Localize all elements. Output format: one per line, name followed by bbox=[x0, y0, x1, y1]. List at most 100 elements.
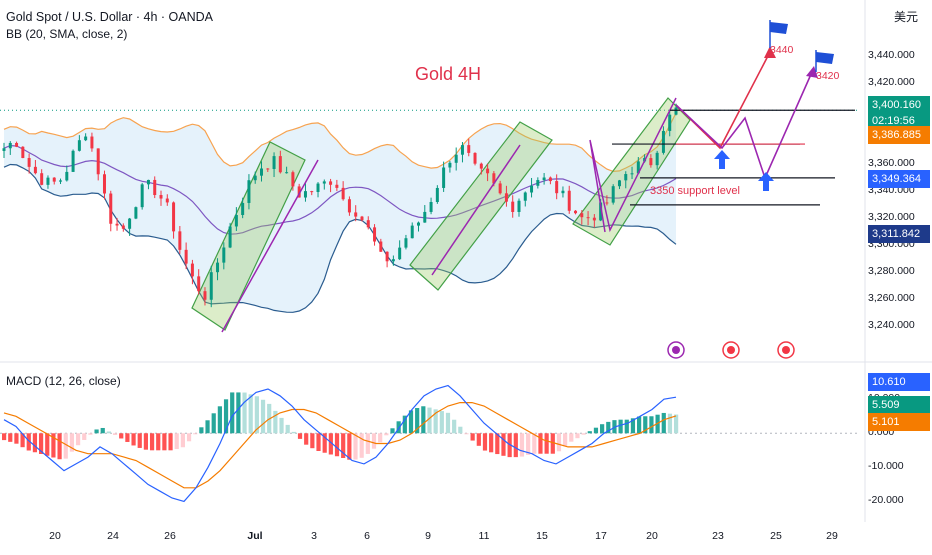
date-tick-label: 3 bbox=[311, 530, 317, 542]
bb-upper-tag: 3,386.885 bbox=[868, 126, 930, 144]
histogram-bar bbox=[310, 433, 315, 449]
histogram-bar bbox=[526, 433, 531, 455]
candle-body bbox=[272, 156, 276, 169]
histogram-bar bbox=[433, 409, 438, 434]
histogram-bar bbox=[458, 426, 463, 434]
histogram-bar bbox=[495, 433, 500, 455]
histogram-bar bbox=[57, 433, 62, 460]
trend-arrow bbox=[431, 144, 521, 276]
bb-indicator-label[interactable]: BB (20, SMA, close, 2) bbox=[6, 27, 128, 41]
histogram-bar bbox=[322, 433, 327, 453]
candle-body bbox=[523, 192, 527, 201]
histogram-bar bbox=[476, 433, 481, 446]
candle-body bbox=[310, 191, 314, 193]
histogram-bar bbox=[501, 433, 506, 456]
candle-body bbox=[555, 181, 559, 194]
date-tick-label: 15 bbox=[536, 530, 548, 542]
candle-body bbox=[530, 185, 534, 193]
histogram-bar bbox=[45, 433, 50, 456]
histogram-bar bbox=[464, 433, 469, 435]
candle-body bbox=[209, 272, 213, 300]
histogram-bar bbox=[347, 433, 352, 460]
date-tick-label: 9 bbox=[425, 530, 431, 542]
candle-body bbox=[241, 202, 245, 215]
histogram-bar bbox=[32, 433, 38, 453]
date-tick-label: 20 bbox=[646, 530, 658, 542]
bb-lower-tag: 3,311.842 bbox=[868, 225, 930, 243]
trend-arrow bbox=[221, 159, 319, 333]
candle-body bbox=[548, 177, 552, 182]
histogram-bar bbox=[341, 433, 346, 458]
histogram-value-tag: 5.509 bbox=[868, 396, 930, 414]
candle-body bbox=[234, 214, 238, 227]
candle-body bbox=[423, 211, 427, 223]
candle-body bbox=[15, 142, 19, 147]
histogram-bar bbox=[143, 433, 148, 450]
histogram-bar bbox=[334, 433, 340, 457]
event-icon-dot bbox=[727, 346, 735, 354]
candle-body bbox=[172, 202, 176, 232]
histogram-bar bbox=[482, 433, 488, 451]
histogram-bar bbox=[513, 433, 518, 458]
histogram-bar bbox=[489, 433, 494, 453]
histogram-bar bbox=[390, 428, 395, 434]
candle-body bbox=[115, 223, 119, 226]
symbol-title[interactable]: Gold Spot / U.S. Dollar · 4h · OANDA bbox=[6, 10, 214, 24]
trend-arrow bbox=[589, 97, 677, 233]
candle-body bbox=[222, 247, 226, 263]
candle-body bbox=[636, 161, 640, 174]
candle-body bbox=[109, 193, 113, 224]
price-tick-label: 3,360.000 bbox=[868, 157, 915, 170]
date-tick-label: 6 bbox=[364, 530, 370, 542]
candle-body bbox=[90, 136, 94, 149]
candle-body bbox=[605, 202, 609, 204]
histogram-bar bbox=[427, 407, 432, 434]
histogram-bar bbox=[14, 433, 19, 444]
candle-body bbox=[429, 201, 433, 212]
candle-body bbox=[580, 213, 584, 218]
candle-body bbox=[611, 186, 615, 203]
histogram-bar bbox=[569, 433, 574, 442]
histogram-bar bbox=[304, 433, 309, 445]
histogram-bar bbox=[273, 410, 278, 434]
candle-body bbox=[668, 114, 672, 131]
candle-body bbox=[448, 162, 452, 168]
histogram-bar bbox=[661, 412, 666, 434]
candle-body bbox=[442, 167, 446, 188]
date-tick-label: 23 bbox=[712, 530, 724, 542]
candle-body bbox=[316, 183, 320, 192]
histogram-bar bbox=[254, 396, 259, 434]
currency-label[interactable]: 美元 bbox=[893, 10, 918, 24]
macd-indicator-label[interactable]: MACD (12, 26, close) bbox=[6, 374, 121, 388]
candle-body bbox=[517, 200, 521, 212]
candle-body bbox=[347, 199, 351, 213]
candle-body bbox=[303, 191, 307, 198]
candle-body bbox=[410, 225, 414, 239]
candle-body bbox=[184, 249, 188, 264]
candle-body bbox=[128, 218, 132, 229]
event-icon-dot bbox=[782, 346, 790, 354]
histogram-bar bbox=[88, 433, 93, 435]
bb-basis-tag: 3,349.364 bbox=[868, 170, 930, 188]
histogram-bar bbox=[637, 416, 642, 434]
bb-basis-line bbox=[3, 144, 677, 235]
candle-body bbox=[373, 227, 377, 242]
candle-body bbox=[479, 163, 483, 169]
candle-body bbox=[27, 158, 31, 167]
candle-body bbox=[592, 217, 596, 221]
histogram-bar bbox=[297, 433, 303, 439]
histogram-bar bbox=[112, 433, 118, 435]
histogram-bar bbox=[131, 433, 136, 446]
histogram-bar bbox=[316, 433, 321, 451]
histogram-bar bbox=[2, 433, 7, 441]
candle-body bbox=[291, 172, 295, 187]
histogram-bar bbox=[532, 433, 537, 454]
histogram-bar bbox=[63, 433, 68, 459]
candle-body bbox=[341, 187, 345, 200]
histogram-bar bbox=[667, 413, 673, 434]
date-tick-label: 11 bbox=[478, 530, 490, 542]
bb-lower-line bbox=[3, 163, 677, 313]
histogram-bar bbox=[452, 419, 457, 434]
